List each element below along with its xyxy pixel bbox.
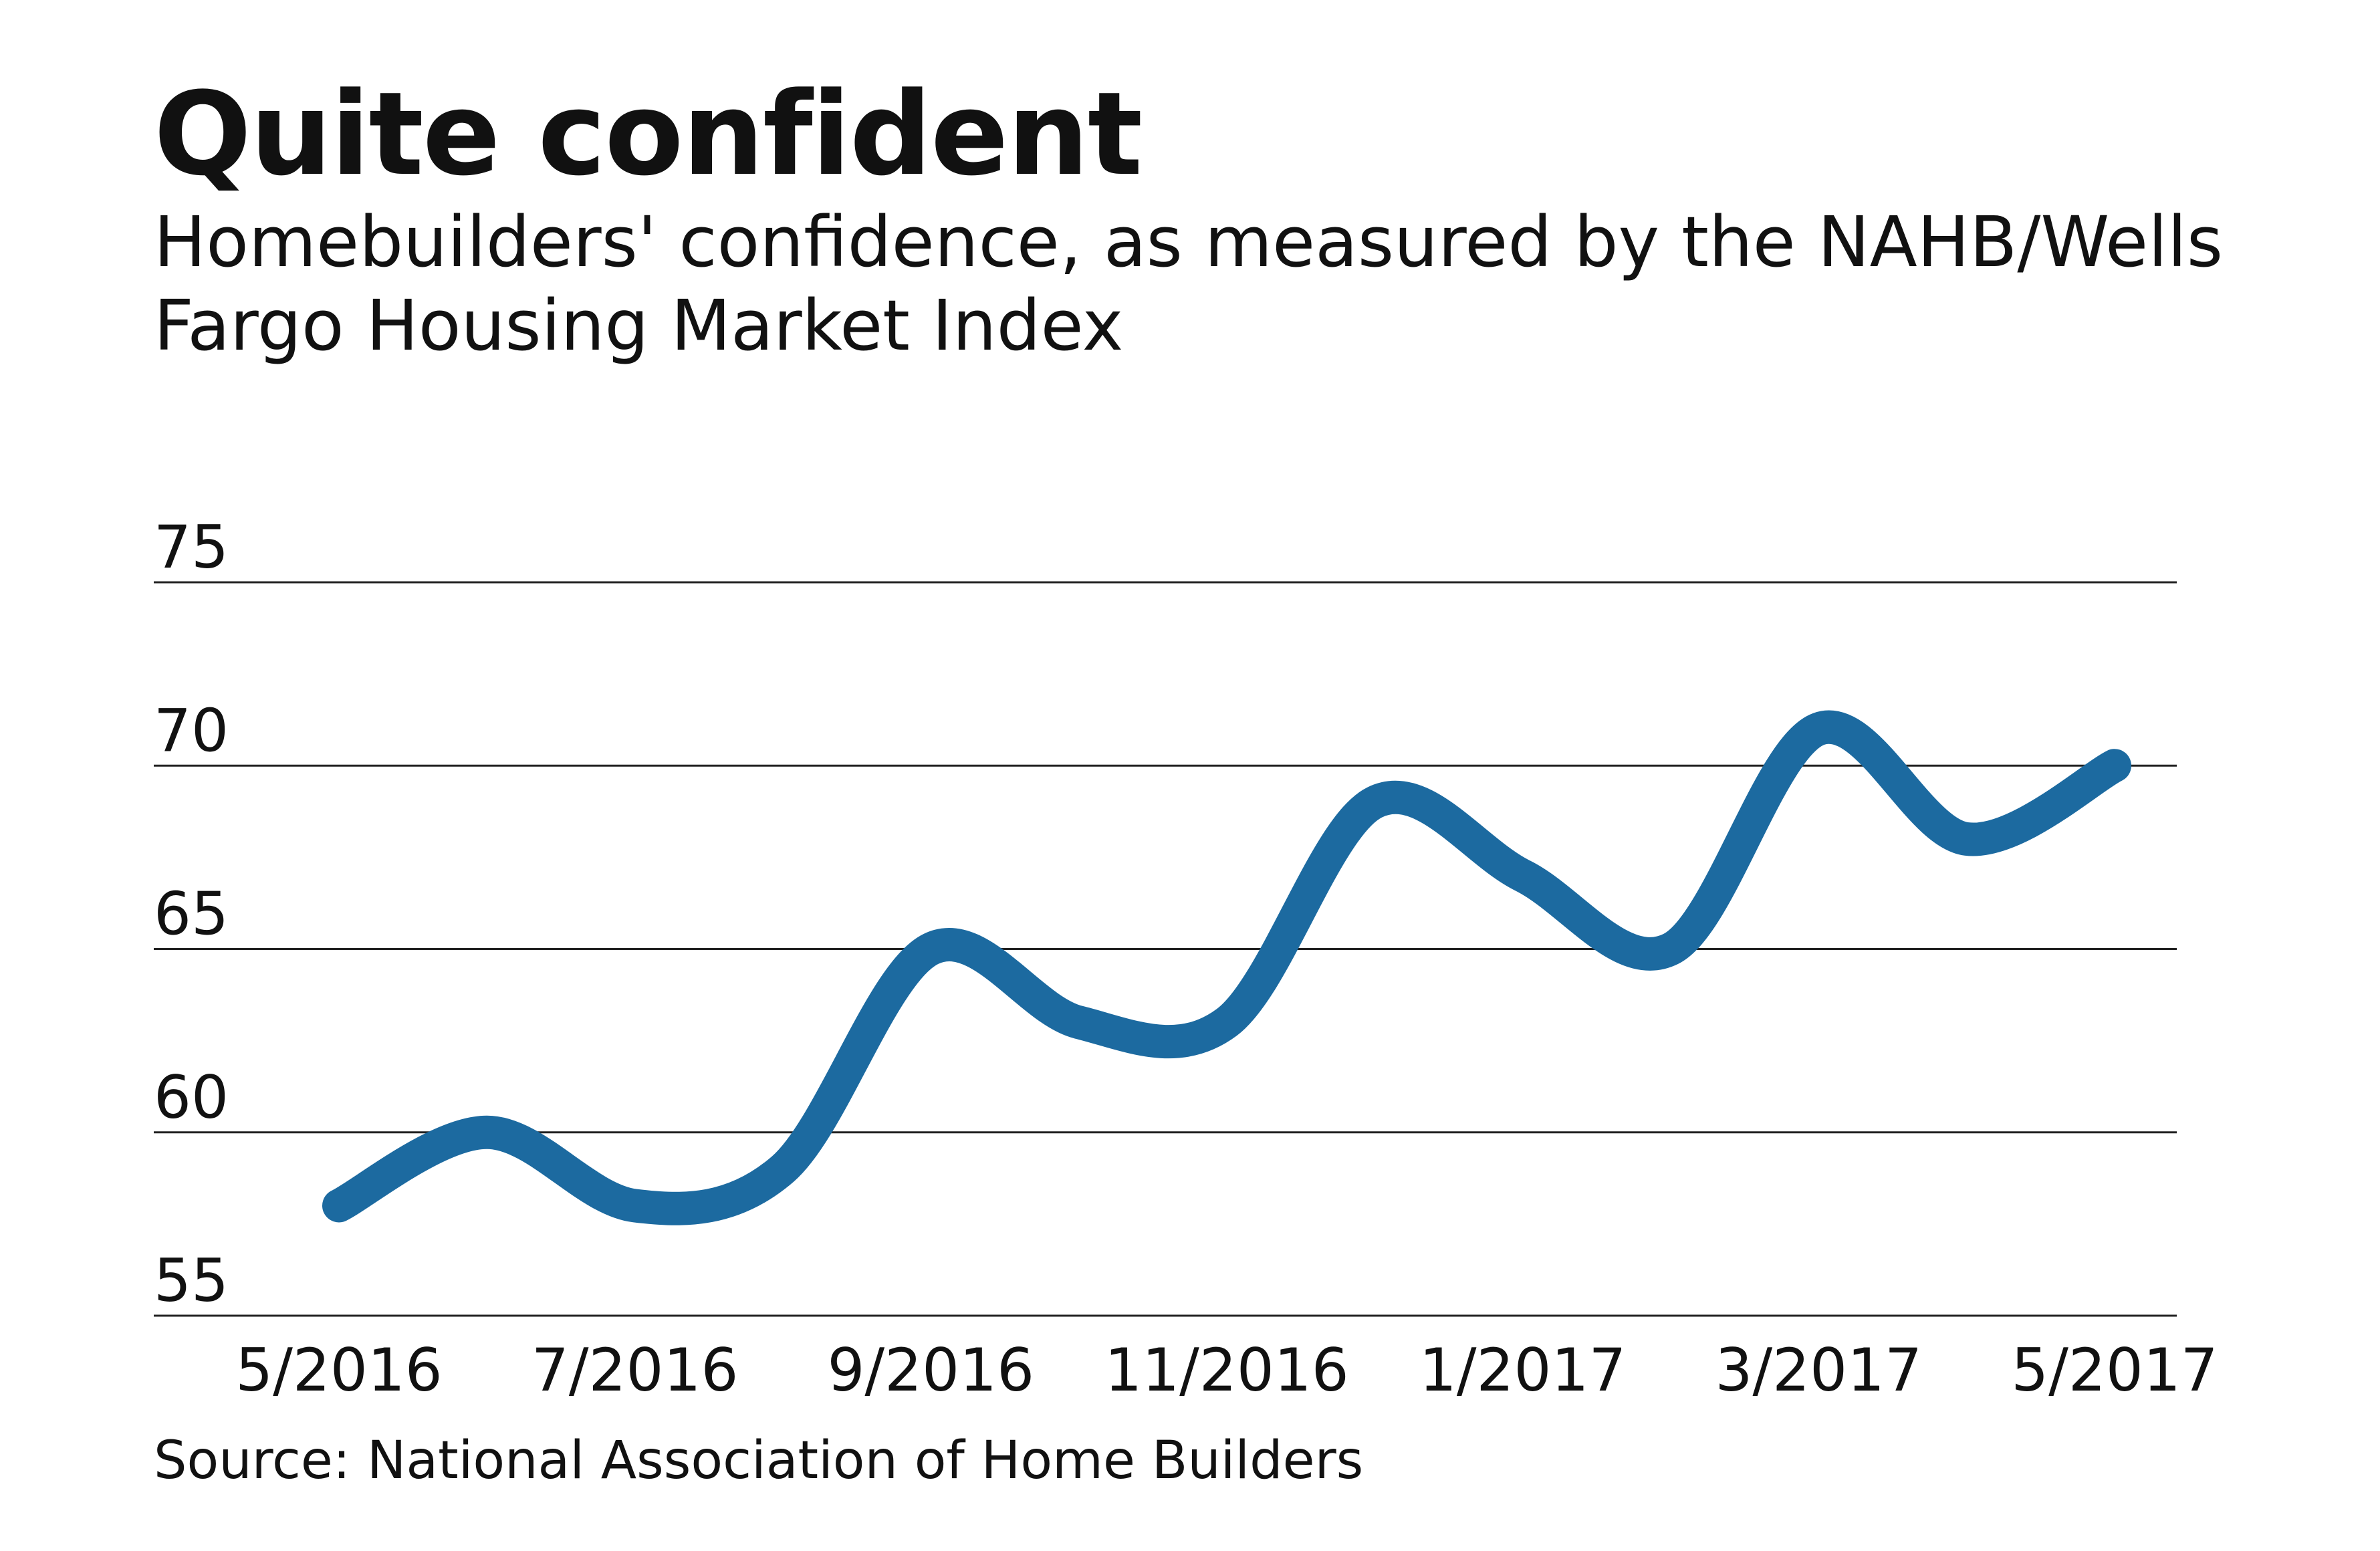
x-tick-label: 5/2016 (235, 1336, 443, 1405)
x-tick-label: 7/2016 (531, 1336, 739, 1405)
x-tick-label: 9/2016 (828, 1336, 1035, 1405)
chart-subtitle: Homebuilders' confidence, as measured by… (154, 201, 2224, 366)
y-tick-label: 60 (154, 1063, 229, 1132)
source-note: Source: National Association of Home Bui… (154, 1431, 1364, 1491)
y-tick-label: 75 (154, 513, 229, 582)
x-tick-label: 1/2017 (1419, 1336, 1627, 1405)
x-tick-label: 3/2017 (1715, 1336, 1923, 1405)
x-tick-label: 5/2017 (2011, 1336, 2218, 1405)
y-tick-label: 70 (154, 696, 229, 765)
y-tick-label: 55 (154, 1246, 229, 1315)
chart-title: Quite confident (154, 67, 1143, 201)
y-tick-label: 65 (154, 880, 229, 949)
x-tick-label: 11/2016 (1104, 1336, 1349, 1405)
data-line (322, 710, 2131, 1225)
